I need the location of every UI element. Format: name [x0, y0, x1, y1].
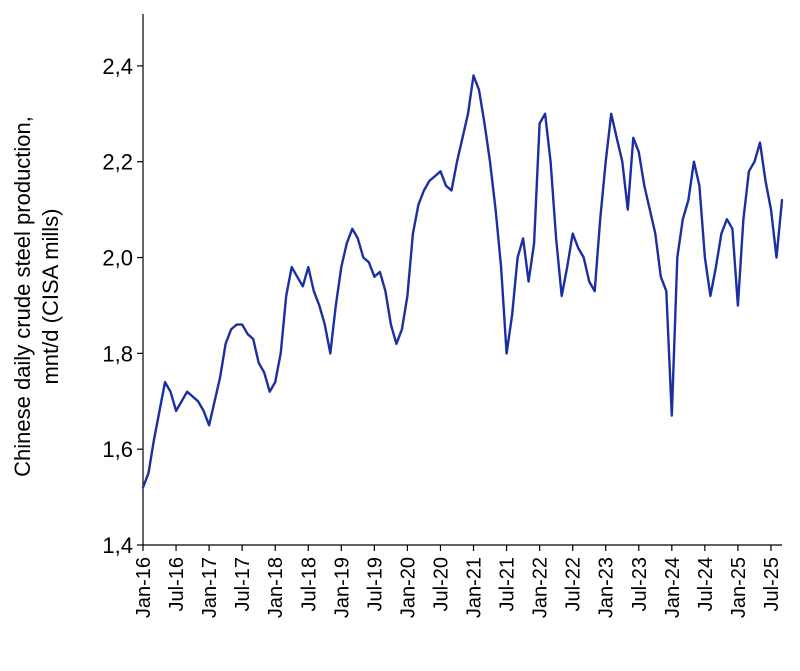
x-tick-label: Jan-21	[464, 557, 486, 618]
y-axis-label: Chinese daily crude steel production, mnt…	[10, 116, 63, 477]
x-tick-label: Jul-24	[695, 557, 717, 611]
x-tick-label: Jul-19	[364, 557, 386, 611]
x-tick-label: Jul-17	[232, 557, 254, 611]
x-tick-label: Jul-20	[430, 557, 452, 611]
x-tick-label: Jul-21	[497, 557, 519, 611]
x-tick-label: Jan-19	[331, 557, 353, 618]
x-tick-label: Jan-23	[596, 557, 618, 618]
y-axis-label-line: mnt/d (CISA mills)	[38, 208, 63, 384]
x-tick-label: Jan-24	[662, 557, 684, 618]
series-group	[141, 74, 784, 489]
x-tick-label: Jan-17	[199, 557, 221, 618]
x-tick-label: Jan-25	[728, 557, 750, 618]
y-tick-label: 2,4	[102, 54, 133, 79]
chart-axes	[142, 14, 782, 546]
y-tick-label: 2,0	[102, 246, 133, 271]
x-tick-label: Jul-25	[761, 557, 783, 611]
series-line-0	[141, 74, 784, 489]
y-tick-label: 1,8	[102, 341, 133, 366]
y-tick-label: 1,4	[102, 533, 133, 558]
x-tick-label: Jan-22	[530, 557, 552, 618]
x-tick-label: Jul-23	[629, 557, 651, 611]
x-tick-label: Jul-18	[298, 557, 320, 611]
x-tick-label: Jul-16	[166, 557, 188, 611]
y-axis-ticks: 1,4 1,6 1,8 2,0 2,2 2,4	[102, 54, 143, 558]
y-tick-label: 2,2	[102, 150, 133, 175]
x-tick-label: Jan-20	[397, 557, 419, 618]
x-tick-label: Jan-18	[265, 557, 287, 618]
x-tick-label: Jan-16	[133, 557, 155, 618]
y-axis-label-line: Chinese daily crude steel production,	[10, 116, 35, 477]
x-axis-ticks: Jan-16 Jul-16 Jan-17 Jul-17 Jan-18 Jul-18 Jan-…	[133, 545, 783, 618]
y-tick-label: 1,6	[102, 437, 133, 462]
x-tick-label: Jul-22	[563, 557, 585, 611]
